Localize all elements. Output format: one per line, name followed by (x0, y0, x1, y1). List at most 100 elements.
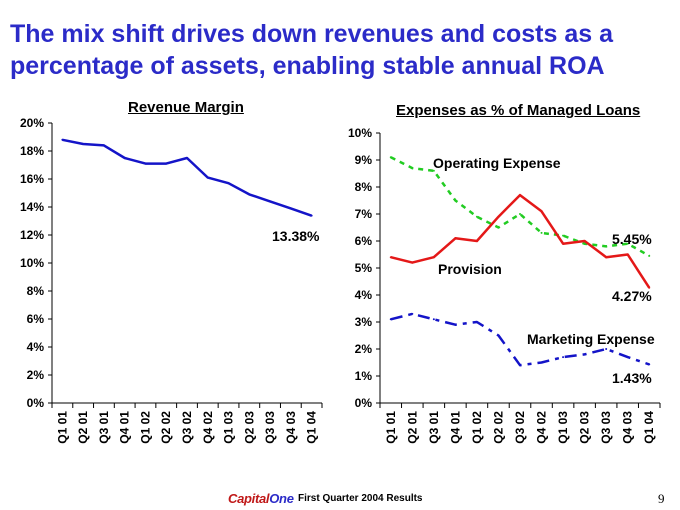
chart1-x-tick-label: Q4 03 (621, 411, 635, 444)
logo-suffix: One (269, 491, 294, 506)
chart0-x-tick-label: Q1 03 (222, 411, 236, 444)
footer: CapitalOne First Quarter 2004 Results 9 (0, 490, 680, 510)
chart1-data-point (454, 199, 457, 202)
chart0-x-tick-label: Q4 01 (118, 411, 132, 444)
chart1-series-line-operating-expense (390, 156, 650, 257)
chart0-data-point (206, 176, 209, 179)
chart0-y-tick-label: 18% (20, 144, 44, 158)
chart1-data-point (475, 240, 478, 242)
chart0-x-tick-label: Q3 03 (263, 411, 277, 444)
capital-one-logo: CapitalOne (228, 491, 294, 506)
chart0-y-tick-label: 6% (27, 312, 45, 326)
chart1-data-point (411, 167, 414, 170)
chart1-data-point (540, 210, 543, 213)
chart1-data-point (648, 363, 651, 366)
expenses-chart-title: Expenses as % of Managed Loans (396, 102, 641, 119)
chart1-data-point (540, 361, 543, 364)
chart0-data-point (310, 214, 313, 217)
chart1-y-tick-label: 9% (355, 153, 373, 167)
chart0-annotation: 13.38% (272, 228, 320, 244)
chart1-data-point (432, 256, 435, 259)
chart1-annotation: 4.27% (612, 288, 652, 304)
chart1-y-tick-label: 7% (355, 207, 373, 221)
chart0-data-point (227, 182, 230, 185)
chart1-y-tick-label: 1% (355, 369, 373, 383)
chart0-x-tick-label: Q1 04 (305, 411, 319, 444)
chart1-data-point (605, 256, 608, 259)
chart1-x-tick-label: Q1 03 (556, 411, 570, 444)
chart1-data-point (605, 348, 608, 350)
chart1-y-tick-label: 10% (348, 126, 372, 140)
chart1-y-tick-label: 0% (355, 396, 373, 410)
chart1-x-tick-label: Q1 04 (642, 411, 656, 444)
chart1-x-tick-label: Q3 01 (427, 411, 441, 444)
chart1-data-point (583, 353, 586, 356)
chart0-x-tick-label: Q4 03 (284, 411, 298, 444)
chart0-x-tick-label: Q4 02 (201, 411, 215, 444)
chart1-data-point (562, 234, 565, 237)
chart0-data-point (186, 157, 188, 159)
chart1-y-tick-label: 3% (355, 315, 373, 329)
chart1-data-point (605, 245, 608, 248)
chart1-data-point (562, 356, 565, 359)
chart0-x-tick-label: Q3 01 (97, 411, 111, 444)
chart0-data-point (269, 200, 272, 203)
chart0-data-point (102, 144, 105, 147)
chart1-data-point (648, 286, 651, 289)
chart0-data-point (248, 193, 251, 196)
page-number: 9 (658, 491, 665, 506)
footer-text: First Quarter 2004 Results (298, 493, 423, 504)
chart1-data-point (475, 321, 478, 323)
chart0-data-point (289, 207, 292, 210)
chart1-x-tick-label: Q2 02 (491, 411, 505, 444)
chart1-data-point (454, 237, 457, 240)
chart1-data-point (389, 318, 392, 321)
chart1-y-tick-label: 8% (355, 180, 373, 194)
chart0-x-tick-label: Q2 01 (76, 411, 90, 444)
chart0-series-line-revenue-margin (62, 138, 313, 217)
chart1-x-tick-label: Q4 01 (448, 411, 462, 444)
chart1-data-point (497, 226, 500, 229)
chart1-y-tick-label: 6% (355, 234, 373, 248)
chart1-data-point (626, 253, 629, 256)
chart0-y-tick-label: 8% (27, 284, 45, 298)
chart0-x-tick-label: Q1 02 (138, 411, 152, 444)
chart1-data-point (519, 364, 521, 367)
chart1-data-point (432, 318, 435, 321)
charts-canvas: 0% 2% 4% 6% 8% 10% 12% 14% 16% 18% 20% Q1 01 Q2 01 Q3… (20, 116, 661, 444)
chart0-y-tick-label: 0% (27, 396, 45, 410)
chart0-x-tick-label: Q2 03 (242, 411, 256, 444)
chart1-x-tick-label: Q1 02 (470, 411, 484, 444)
logo-text: Capital (228, 491, 270, 506)
chart0-data-point (61, 138, 64, 141)
chart0-y-tick-label: 4% (27, 340, 45, 354)
chart1-data-point (540, 231, 543, 234)
chart1-data-point (626, 242, 629, 245)
chart1-x-tick-label: Q1 01 (384, 411, 398, 444)
chart1-data-point (562, 242, 565, 245)
chart0-y-tick-label: 20% (20, 116, 44, 130)
chart1-x-tick-label: Q4 02 (535, 411, 549, 444)
chart1-data-point (411, 261, 414, 264)
chart1-data-point (475, 215, 478, 218)
chart0-data-point (123, 157, 126, 159)
chart0-y-tick-label: 16% (20, 172, 44, 186)
chart1-annotation: Operating Expense (433, 155, 561, 171)
chart1-data-point (648, 254, 651, 257)
chart1-data-point (626, 356, 629, 359)
chart1-x-tick-label: Q3 02 (513, 411, 527, 444)
chart0-y-tick-label: 2% (27, 368, 45, 382)
chart1-x-tick-label: Q3 03 (599, 411, 613, 444)
chart0-y-tick-label: 14% (20, 200, 44, 214)
chart1-x-tick-label: Q2 01 (405, 411, 419, 444)
chart1-series-line-provision (390, 193, 651, 289)
chart1-data-point (389, 156, 392, 159)
chart1-data-point (454, 323, 457, 326)
chart1-data-point (583, 242, 586, 245)
chart0-data-point (82, 143, 85, 145)
chart0-x-tick-label: Q1 01 (55, 411, 69, 444)
chart0-y-tick-label: 10% (20, 256, 44, 270)
chart0-x-tick-label: Q2 02 (159, 411, 173, 444)
chart1-data-point (389, 256, 392, 259)
chart1-data-point (519, 194, 521, 197)
